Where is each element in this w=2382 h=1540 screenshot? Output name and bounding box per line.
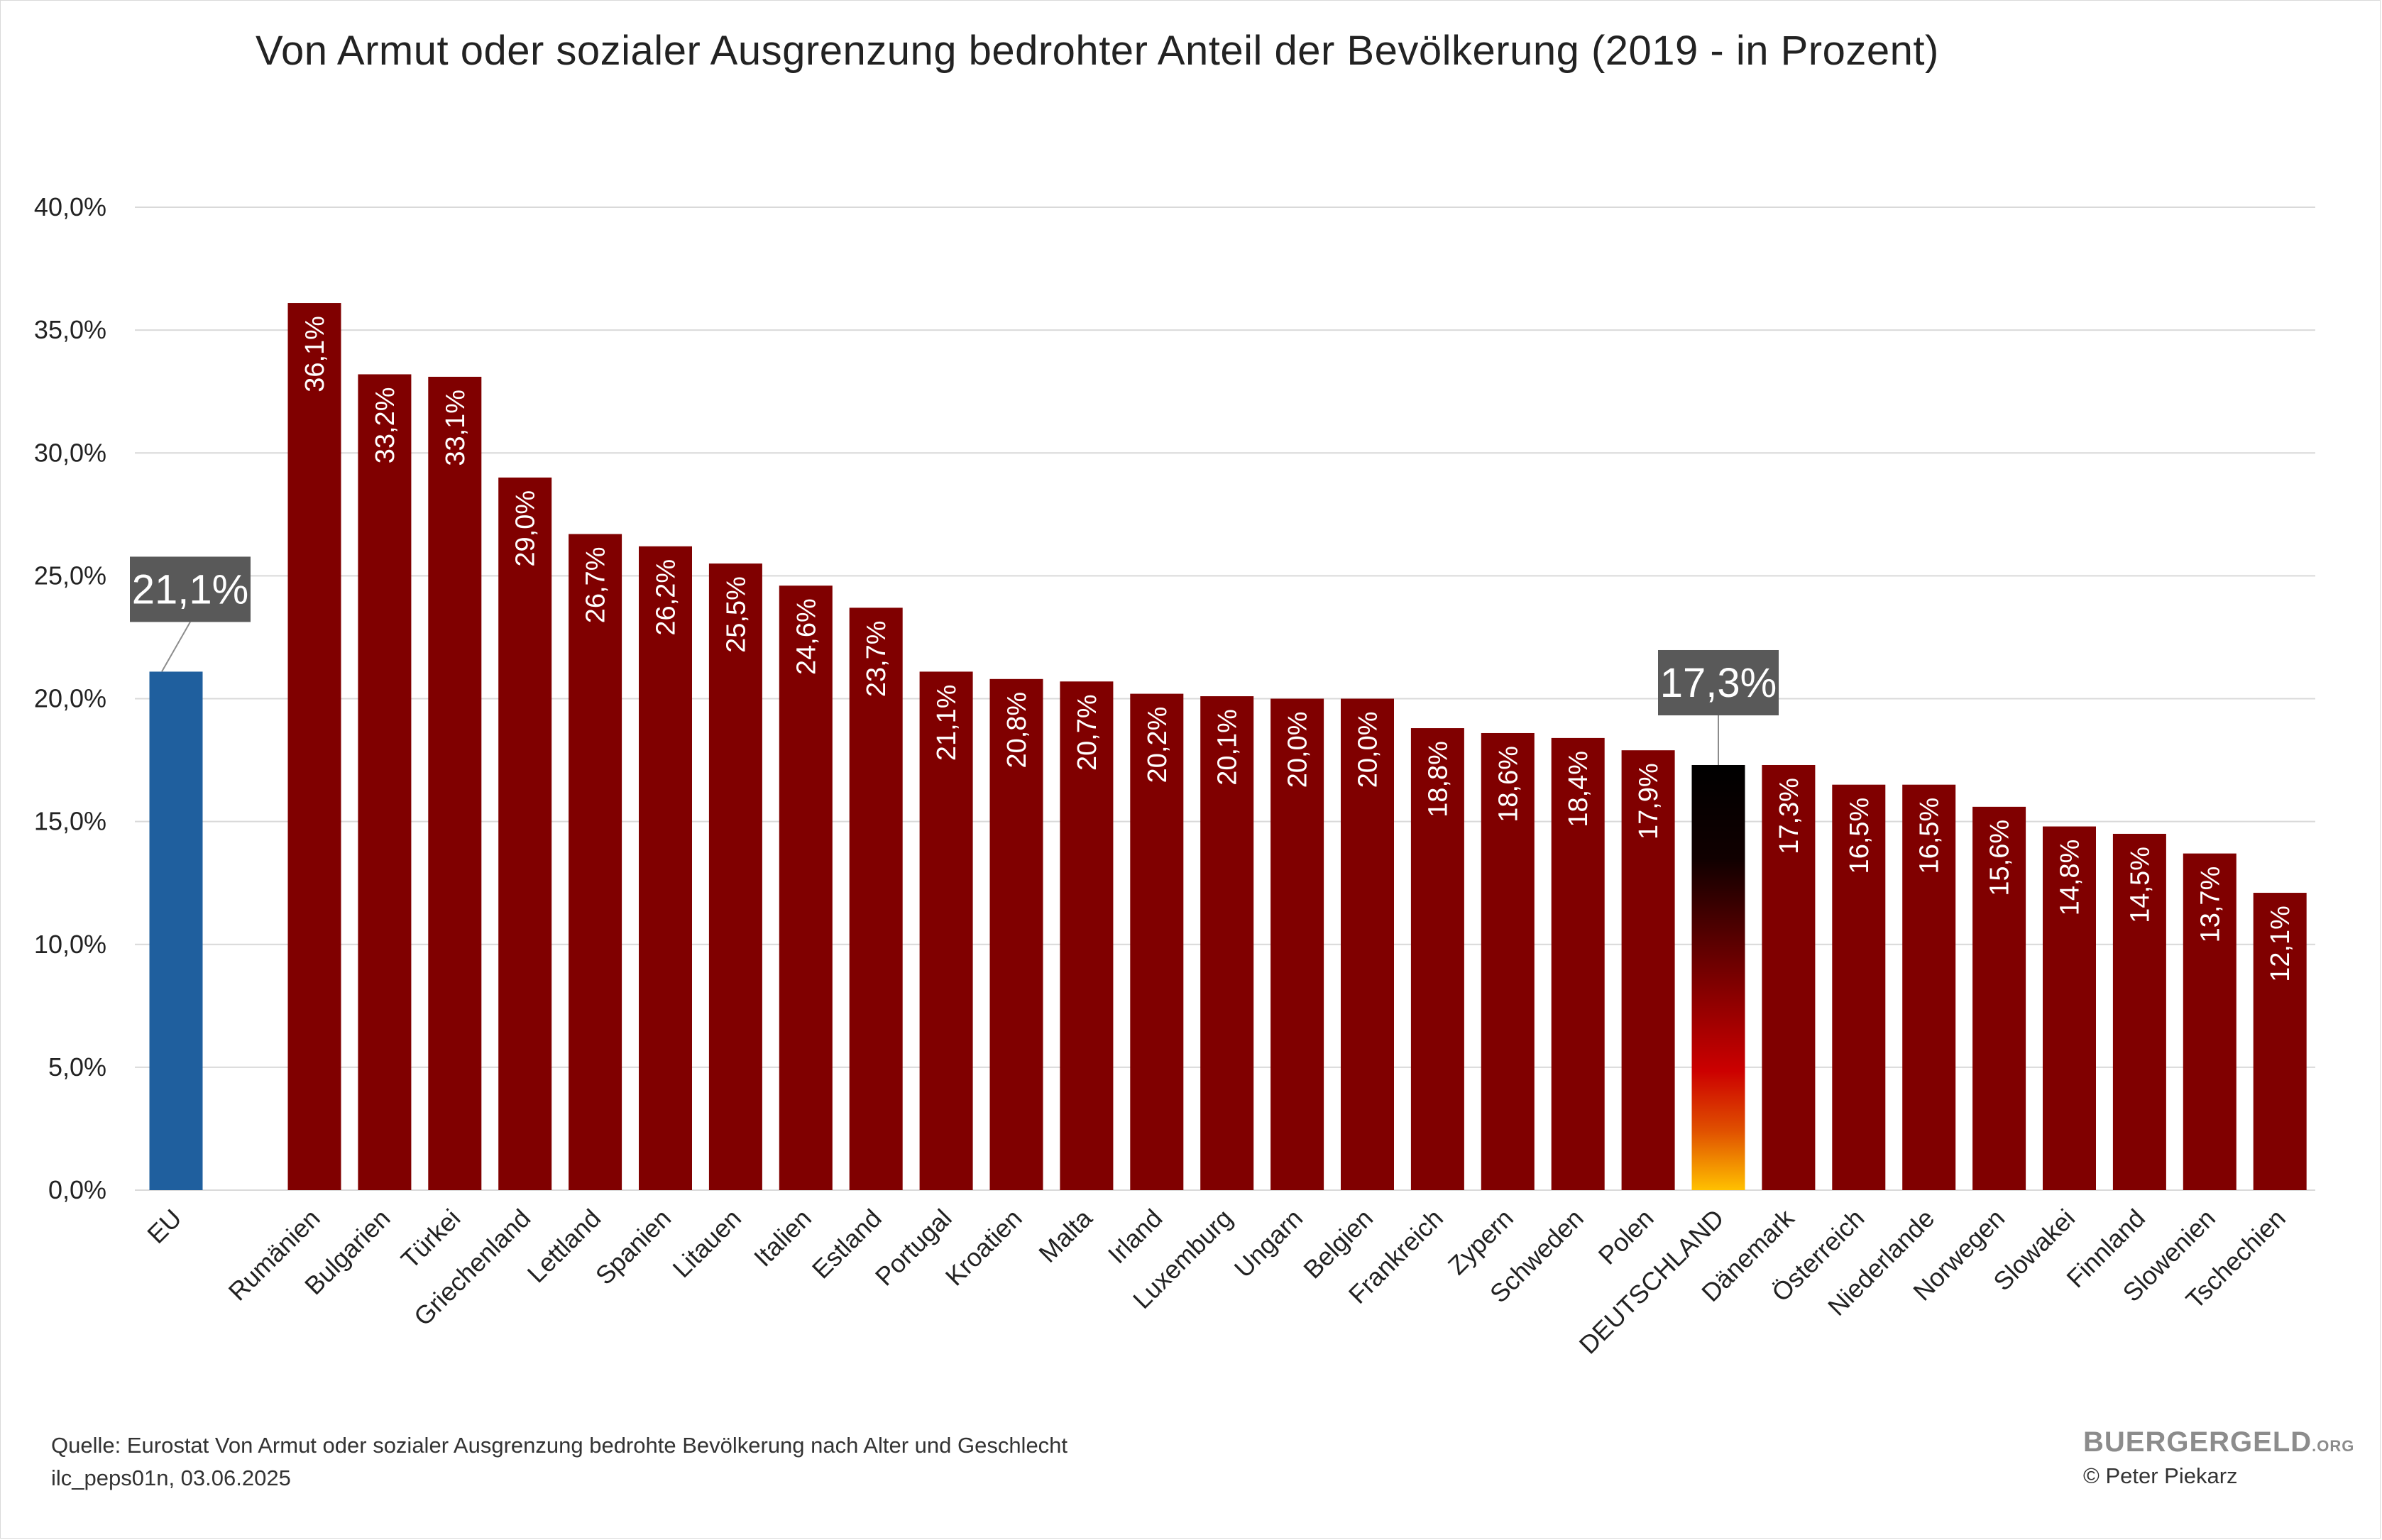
y-tick-label: 5,0% [48,1052,106,1082]
bar [498,477,552,1190]
bar [428,376,482,1190]
bar [1691,764,1745,1190]
bar-value-label: 26,7% [581,547,611,624]
bar-value-label: 17,9% [1634,763,1664,840]
bar [1410,728,1464,1190]
bar-value-label: 20,1% [1213,709,1243,786]
bar [1832,784,1886,1190]
bar [2183,853,2236,1190]
x-tick-label: Polen [1593,1204,1659,1270]
bar [639,546,692,1190]
callout-value: 21,1% [132,566,248,612]
bar-value-label: 20,0% [1283,712,1313,788]
bar [1762,764,1816,1190]
bar-value-label: 20,0% [1354,712,1383,788]
bar [1481,732,1535,1190]
bar-value-label: 18,8% [1423,741,1453,818]
bar-value-label: 33,2% [371,387,400,463]
x-tick-label: Litauen [667,1204,747,1284]
y-tick-label: 35,0% [34,315,106,344]
x-tick-label: Kroatien [940,1204,1028,1292]
x-tick-label: Irland [1102,1204,1168,1270]
x-tick-label: Italien [748,1204,817,1272]
bar-value-label: 12,1% [2266,906,2295,982]
bar [1130,693,1184,1190]
bar-value-label: 18,4% [1564,751,1593,827]
bar-value-label: 26,2% [652,559,681,636]
bar-value-label: 36,1% [300,316,330,392]
bar [1902,784,1956,1190]
callout-leader [161,621,191,672]
bar-value-label: 14,5% [2125,847,2155,923]
bar-value-label: 20,7% [1072,694,1102,771]
x-tick-label: Ungarn [1229,1204,1308,1283]
bar [1270,698,1324,1190]
y-tick-label: 10,0% [34,930,106,959]
brand-logo: BUERGERGELD.ORG [2083,1426,2354,1458]
bar-value-label: 13,7% [2195,867,2225,943]
bar-value-label: 33,1% [441,390,471,466]
source-line-1: Quelle: Eurostat Von Armut oder sozialer… [51,1433,1068,1458]
bar [1200,696,1254,1190]
bar [358,374,412,1191]
bar-value-label: 24,6% [791,598,821,675]
bar [989,678,1043,1190]
callout-value: 17,3% [1660,660,1777,706]
copyright: © Peter Piekarz [2083,1463,2238,1488]
bar-value-label: 16,5% [1845,798,1875,874]
bar [2253,893,2307,1190]
chart-title: Von Armut oder sozialer Ausgrenzung bedr… [256,28,1939,74]
x-tick-label: Lettland [522,1204,607,1289]
bar-value-label: 15,6% [1985,820,2015,896]
y-tick-label: 15,0% [34,807,106,836]
bar-value-label: 20,2% [1143,707,1173,783]
source-line-2: ilc_peps01n, 03.06.2025 [51,1465,291,1490]
y-tick-label: 25,0% [34,561,106,590]
y-tick-label: 20,0% [34,684,106,713]
bar-value-label: 20,8% [1002,692,1032,769]
bar-value-label: 14,8% [2056,840,2085,916]
bar-value-label: 25,5% [721,576,751,653]
bar [1341,698,1394,1190]
bar-value-label: 23,7% [862,620,891,697]
y-tick-label: 0,0% [48,1175,106,1204]
y-tick-label: 40,0% [34,192,106,221]
callouts: 21,1% 17,3% [130,556,1779,765]
bar [919,671,973,1190]
bar [779,585,833,1190]
bar [708,563,762,1190]
callout-box [1658,649,1779,715]
bar [1972,806,2026,1190]
x-tick-label: Portugal [869,1204,957,1292]
bar [1621,750,1675,1190]
y-tick-label: 30,0% [34,438,106,467]
source-note: Quelle: Eurostat Von Armut oder sozialer… [51,1429,1067,1495]
bar [2112,833,2166,1190]
brand-name: BUERGERGELD [2083,1426,2312,1458]
bar [287,303,341,1191]
bar [149,671,203,1190]
bar [2043,826,2096,1190]
x-tick-label: EU [141,1204,187,1249]
bar [569,534,622,1190]
brand-suffix: .ORG [2312,1437,2355,1455]
x-tick-label: Spanien [590,1204,676,1290]
bars: 36,1% 33,2% 33,1% 29,0% 26,7% 26,2% 25,5% 24,6%… [149,303,2307,1191]
bar [1551,737,1605,1190]
bar-value-label: 29,0% [511,490,541,567]
bar-value-label: 18,6% [1493,746,1523,823]
bar [849,607,903,1190]
y-axis: 0,0% 5,0% 10,0% 15,0% 20,0% 25,0% 30,0% 35,0% 40… [34,192,106,1204]
bar-value-label: 21,1% [932,684,962,761]
bar [1060,681,1114,1190]
callout-box [130,556,251,622]
bar-value-label: 16,5% [1915,798,1945,874]
x-tick-label: Malta [1033,1203,1098,1268]
bar-value-label: 17,3% [1774,778,1804,854]
